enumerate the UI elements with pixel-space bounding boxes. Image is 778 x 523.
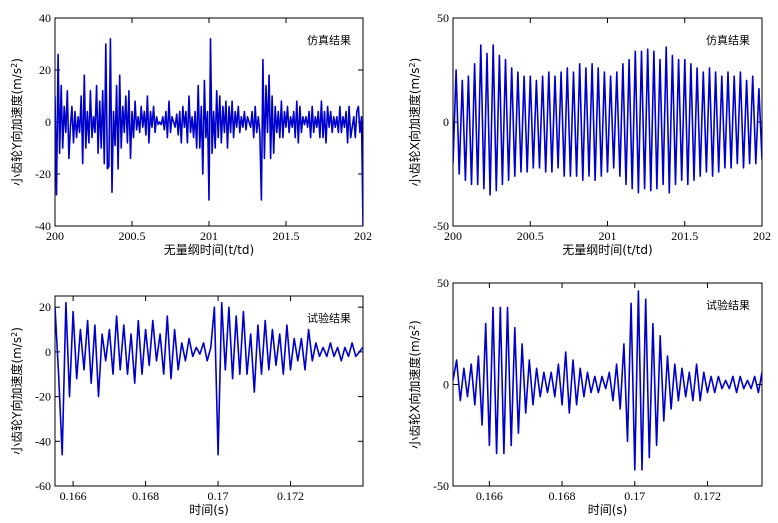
y-tick-label: -20	[35, 167, 51, 181]
x-tick-label: 0.166	[476, 489, 503, 503]
panel-annotation: 试验结果	[706, 298, 750, 312]
y-axis-label-tail: )	[10, 327, 24, 332]
y-tick-label: 20	[39, 63, 51, 77]
data-series-line	[453, 290, 762, 471]
data-series-line	[55, 37, 363, 226]
y-axis-label-main: 小齿轮X向加速度(m/s	[407, 67, 422, 186]
y-axis-label-tail: )	[408, 320, 422, 325]
y-tick-label: 50	[437, 276, 449, 290]
x-tick-label: 0.168	[549, 489, 576, 503]
y-axis-label-main: 小齿轮Y向加速度(m/s	[9, 337, 24, 455]
data-series-line	[55, 301, 363, 456]
y-axis-label-exponent: 2	[408, 62, 417, 67]
x-tick-label: 201.5	[671, 229, 698, 243]
x-tick-label: 0.17	[624, 489, 645, 503]
y-tick-label: -40	[35, 434, 51, 448]
y-tick-label: 40	[39, 11, 51, 25]
x-tick-label: 201	[599, 229, 617, 243]
x-tick-label: 200	[444, 229, 462, 243]
y-axis-label: 小齿轮Y向加速度(m/s2)	[9, 58, 24, 186]
y-axis-label-main: 小齿轮X向加速度(m/s	[407, 330, 422, 449]
x-tick-label: 200	[46, 229, 64, 243]
y-axis-label-tail: )	[10, 58, 24, 63]
x-tick-label: 0.166	[60, 489, 87, 503]
chart-panel-1: 200 200.5 201 201.5 202 -40 -20 0 20 40 仿真结果无量纲时间(…	[9, 11, 372, 257]
y-tick-label: 50	[437, 11, 449, 25]
y-tick-label: -50	[433, 479, 449, 493]
panel-annotation: 仿真结果	[706, 33, 750, 47]
panel-annotation: 试验结果	[307, 311, 351, 325]
y-axis-label: 小齿轮X向加速度(m/s2)	[407, 320, 422, 449]
y-axis-label-exponent: 2	[10, 332, 19, 337]
x-tick-label: 202	[753, 229, 771, 243]
chart-panel-3: 0.166 0.168 0.17 0.172 -60 -40 -20 0 20 试验结果时间(s)…	[9, 295, 364, 517]
y-tick-label: -50	[433, 219, 449, 233]
x-tick-label: 202	[354, 229, 372, 243]
data-series-line	[453, 44, 762, 196]
y-tick-label: -40	[35, 219, 51, 233]
x-tick-label: 201.5	[273, 229, 300, 243]
panel-annotation: 仿真结果	[307, 33, 351, 47]
chart-panel-2: 200 200.5 201 201.5 202 -50 0 50 仿真结果无量纲时间(t/td)…	[407, 11, 771, 257]
y-tick-label: 0	[45, 345, 51, 359]
y-tick-label: 20	[39, 300, 51, 314]
x-axis-label: 无量纲时间(t/td)	[562, 243, 652, 257]
y-axis-label: 小齿轮Y向加速度(m/s2)	[9, 327, 24, 455]
y-tick-label: 0	[443, 115, 449, 129]
plot-frame	[54, 295, 364, 487]
y-axis-label-tail: )	[408, 58, 422, 63]
x-axis-label: 时间(s)	[189, 503, 229, 517]
y-axis-label-exponent: 2	[408, 325, 417, 330]
y-tick-label: -60	[35, 479, 51, 493]
plot-frame	[452, 17, 763, 227]
y-tick-label: 0	[45, 115, 51, 129]
y-tick-label: -20	[35, 390, 51, 404]
x-tick-label: 200.5	[517, 229, 544, 243]
y-axis-label: 小齿轮X向加速度(m/s2)	[407, 58, 422, 187]
x-tick-label: 0.17	[208, 489, 229, 503]
y-axis-label-exponent: 2	[10, 63, 19, 68]
x-tick-label: 201	[200, 229, 218, 243]
x-tick-label: 0.168	[132, 489, 159, 503]
x-tick-label: 0.172	[694, 489, 721, 503]
x-tick-label: 0.172	[277, 489, 304, 503]
x-tick-label: 200.5	[119, 229, 146, 243]
x-axis-label: 时间(s)	[588, 503, 628, 517]
y-axis-label-main: 小齿轮Y向加速度(m/s	[9, 68, 24, 186]
y-tick-label: 0	[443, 378, 449, 392]
x-axis-label: 无量纲时间(t/td)	[164, 243, 254, 257]
